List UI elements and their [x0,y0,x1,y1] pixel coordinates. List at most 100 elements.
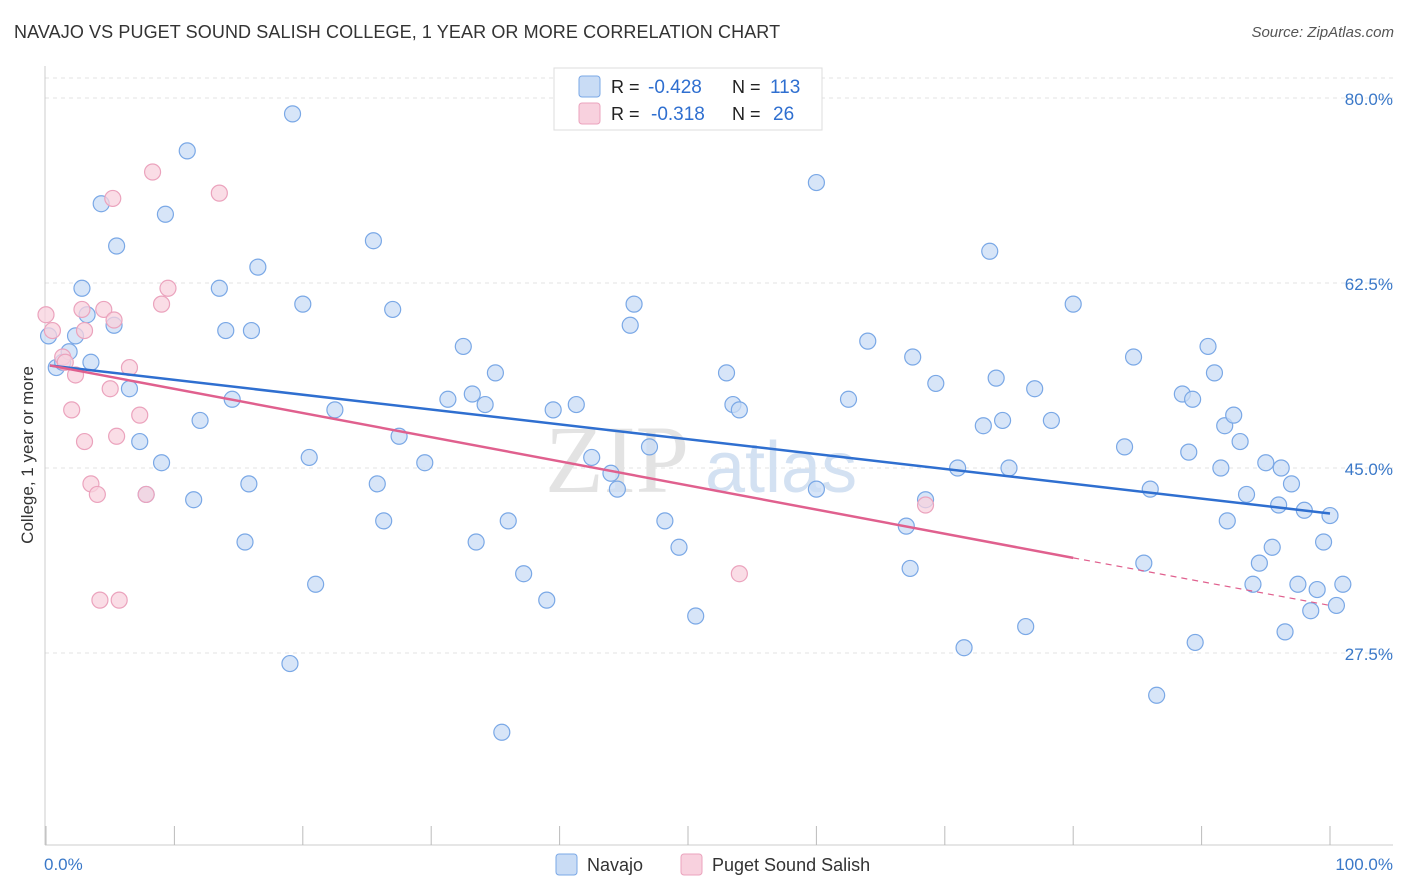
legend-swatch-puget [578,102,601,125]
puget-point [101,380,119,398]
legend-r-value-2: -0.318 [651,104,705,125]
navajo-point [1124,348,1143,366]
trend-lines [49,364,1331,607]
navajo-point [670,538,688,556]
tick-labels: 27.5% 45.0% 62.5% 80.0% 0.0% 100.0% [44,90,1393,874]
puget-point [131,406,149,424]
legend-swatch-navajo [578,75,601,98]
navajo-point [120,380,139,398]
navajo-point [1334,575,1352,593]
navajo-point [1250,554,1268,572]
navajo-point [236,533,254,551]
x-tick-label: 100.0% [1335,855,1393,874]
navajo-point [904,348,922,366]
navajo-point [249,258,267,276]
navajo-point [625,295,643,313]
watermark-atlas: atlas [705,428,857,508]
navajo-point [281,654,299,673]
puget-point [137,485,155,504]
chart-title: NAVAJO VS PUGET SOUND SALISH COLLEGE, 1 … [14,22,781,42]
navajo-point [1135,554,1153,572]
navajo-point [955,639,973,657]
navajo-point [1302,602,1320,620]
legend-r-label-2: R = [611,104,640,124]
navajo-point [1205,364,1224,382]
puget-point [916,496,935,514]
puget-point [152,295,171,313]
navajo-point [1186,633,1204,652]
navajo-point [300,448,318,467]
x-tick-label: 0.0% [44,855,83,874]
legend-r-label-1: R = [611,77,640,97]
navajo-point [1180,443,1198,461]
navajo-point [1244,575,1262,593]
navajo-point [621,316,639,334]
navajo-point [1042,411,1060,430]
navajo-point [949,459,967,477]
navajo-point [1000,459,1018,477]
navajo-point [1017,617,1035,636]
navajo-point [839,390,858,408]
navajo-point [567,395,585,414]
puget-point [88,485,106,504]
legend-bottom-puget: Puget Sound Salish [712,855,870,875]
legend-bottom-swatch-puget [680,853,703,876]
y-tick-label: 62.5% [1345,275,1393,294]
legend-r-value-1: -0.428 [648,77,702,98]
navajo-point [1115,438,1134,456]
navajo-point [210,279,228,297]
y-tick-label: 80.0% [1345,90,1393,109]
navajo-point [807,173,826,192]
legend-bottom-swatch-navajo [555,853,578,876]
navajo-point [416,454,434,472]
navajo-point [156,205,175,223]
navajo-point [294,295,312,313]
navajo-point [368,475,386,493]
navajo-point [1270,496,1288,514]
legend-bottom-navajo: Navajo [587,855,643,875]
navajo-point [974,417,992,435]
navajo-point [1141,480,1159,498]
navajo-point [515,565,533,583]
legend-top: R = -0.428 N = 113 R = -0.318 N = 26 [553,67,823,131]
navajo-point [476,395,494,414]
navajo-point [987,369,1005,387]
puget-point [37,306,55,324]
navajo-point [717,364,736,382]
navajo-point [608,480,626,498]
navajo-point [375,512,393,530]
legend-n-value-1: 113 [770,77,800,98]
navajo-points [39,105,1352,741]
navajo-point [1237,485,1256,504]
source-label: Source: ZipAtlas.com [1251,24,1394,41]
navajo-point [486,364,504,382]
puget-points [37,163,935,609]
y-axis-label: College, 1 year or more [18,366,37,544]
navajo-point [538,591,556,609]
puget-point [143,163,162,181]
navajo-point [439,390,457,408]
navajo-point [1272,459,1290,477]
navajo-point [1026,380,1044,398]
puget-point [210,184,228,202]
navajo-point [602,464,620,482]
puget-point [63,401,81,419]
navajo-point [178,142,196,160]
navajo-point [364,232,383,250]
legend-n-label-2: N = [732,104,761,124]
navajo-trend-line [49,364,1331,515]
navajo-point [1225,406,1243,424]
navajo-point [152,454,171,472]
navajo-point [1308,580,1326,599]
navajo-point [454,337,472,356]
navajo-point [463,385,481,403]
puget-point [75,432,94,451]
y-tick-label: 27.5% [1345,645,1393,664]
navajo-point [583,448,601,467]
puget-point [43,321,62,340]
puget-point [91,591,109,609]
navajo-point [1321,506,1339,525]
legend-n-label-1: N = [732,77,761,97]
navajo-point [901,559,919,578]
